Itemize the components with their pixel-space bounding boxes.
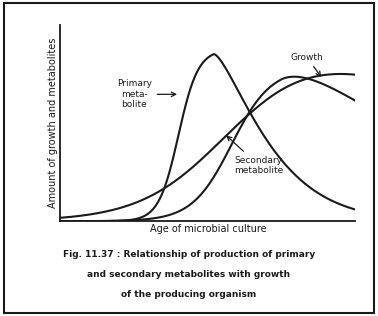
Text: and secondary metabolites with growth: and secondary metabolites with growth: [87, 270, 291, 279]
Text: Secondary
metabolite: Secondary metabolite: [227, 136, 284, 175]
Text: Growth: Growth: [290, 52, 323, 76]
Text: of the producing organism: of the producing organism: [121, 290, 257, 299]
Y-axis label: Amount of growth and metabolites: Amount of growth and metabolites: [48, 38, 58, 209]
Text: Primary
meta-
bolite: Primary meta- bolite: [117, 79, 176, 109]
X-axis label: Age of microbial culture: Age of microbial culture: [150, 224, 266, 234]
Text: Fig. 11.37 : Relationship of production of primary: Fig. 11.37 : Relationship of production …: [63, 250, 315, 259]
